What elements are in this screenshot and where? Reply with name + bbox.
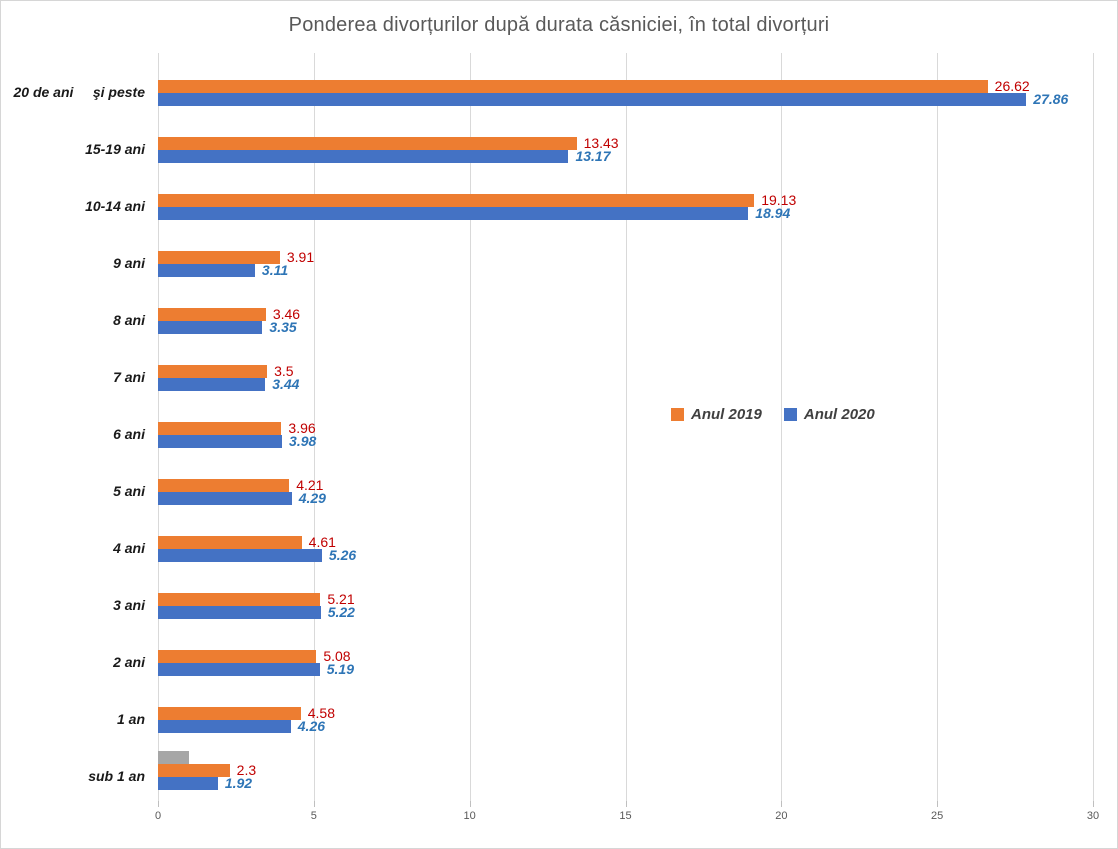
gridline-15 <box>625 53 627 801</box>
x-axis-tick-label-0: 0 <box>154 810 162 822</box>
category-label-5: 8 ani <box>113 311 145 328</box>
bar-anul-2020-row-1[interactable] <box>158 92 1027 106</box>
bar-anul-2020-row-7[interactable] <box>158 435 283 448</box>
bar-anul-2020-row-12[interactable] <box>158 720 291 734</box>
x-axis-tick-15 <box>625 801 627 807</box>
category-label-3: 10-14 ani <box>85 197 145 214</box>
data-label-anul-2019-row-13: 2.3 <box>236 762 257 779</box>
x-axis-tick-label-30: 30 <box>1086 810 1100 822</box>
data-label-anul-2019-row-2: 13.43 <box>583 134 619 151</box>
bar-anul-2020-row-5[interactable] <box>158 320 263 334</box>
bar-anul-2019-row-11[interactable] <box>158 650 317 664</box>
bar-anul-2020-row-6[interactable] <box>158 377 266 391</box>
data-label-anul-2020-row-3: 18.94 <box>755 204 791 221</box>
legend-label-2020: Anul 2020 <box>803 405 875 423</box>
legend-swatch-2020-icon <box>783 407 797 421</box>
data-label-anul-2020-row-10: 5.22 <box>327 604 355 621</box>
bar-anul-2020-row-8[interactable] <box>158 492 292 506</box>
bar-anul-2019-row-9[interactable] <box>158 536 302 550</box>
x-axis-tick-20 <box>781 801 783 807</box>
gridline-10 <box>469 53 471 801</box>
bar-anul-2020-row-10[interactable] <box>158 606 321 620</box>
bar-anul-2019-row-6[interactable] <box>158 364 268 378</box>
bar-anul-2020-row-13[interactable] <box>158 777 218 791</box>
category-label-2: 15-19 ani <box>85 140 145 157</box>
data-label-anul-2020-row-5: 3.35 <box>269 318 297 335</box>
data-label-anul-2020-row-13: 1.92 <box>224 775 253 792</box>
category-label-8: 5 ani <box>113 483 145 500</box>
legend-label-2019: Anul 2019 <box>691 405 762 423</box>
data-label-anul-2020-row-2: 13.17 <box>575 147 611 164</box>
bar-anul-2019-row-3[interactable] <box>158 193 755 207</box>
data-label-anul-2019-row-8: 4.21 <box>296 477 324 494</box>
bar-anul-2019-row-13[interactable] <box>158 764 230 778</box>
category-label-13: sub 1 an <box>88 768 145 785</box>
x-axis-tick-label-25: 25 <box>931 810 944 822</box>
category-label-9: 4 ani <box>113 540 145 557</box>
legend: Anul 2019 Anul 2020 <box>665 400 881 428</box>
category-label-4: 9 ani <box>113 254 145 271</box>
data-label-anul-2019-row-6: 3.5 <box>274 362 294 379</box>
data-label-anul-2020-row-4: 3.11 <box>261 261 289 278</box>
category-label-12: 1 an <box>116 711 145 728</box>
legend-item-anul-2020[interactable]: Anul 2020 <box>783 405 875 423</box>
category-label-6: 7 ani <box>113 368 145 385</box>
category-label-10: 3 ani <box>113 597 145 614</box>
data-label-anul-2019-row-12: 4.58 <box>307 705 335 722</box>
data-label-anul-2019-row-11: 5.08 <box>323 648 351 665</box>
x-axis-tick-30 <box>1093 801 1094 807</box>
data-label-anul-2020-row-9: 5.26 <box>328 547 357 564</box>
gridline-5 <box>313 53 315 801</box>
bar-anul-2019-row-7[interactable] <box>158 422 282 435</box>
bar-anul-2019-row-5[interactable] <box>158 307 266 321</box>
data-label-anul-2019-row-5: 3.46 <box>272 305 301 322</box>
legend-swatch-2019-icon <box>671 407 684 421</box>
data-label-anul-2019-row-3: 19.13 <box>761 191 797 208</box>
data-label-anul-2020-row-7: 3.98 <box>289 433 317 449</box>
category-label-11: 2 ani <box>113 654 145 671</box>
bar-anul-2019-row-8[interactable] <box>158 479 290 493</box>
data-label-anul-2020-row-11: 5.19 <box>326 661 354 678</box>
data-label-anul-2020-row-12: 4.26 <box>297 718 326 735</box>
bar-anul-2019-row-12[interactable] <box>158 707 301 721</box>
data-label-anul-2020-row-1: 27.86 <box>1033 90 1069 107</box>
x-axis-tick-10 <box>469 801 471 807</box>
gridline-30 <box>1093 53 1094 801</box>
x-axis-tick-label-15: 15 <box>619 810 632 822</box>
gridline-25 <box>937 53 939 801</box>
data-label-anul-2019-row-10: 5.21 <box>327 591 355 608</box>
legend-item-anul-2019[interactable]: Anul 2019 <box>671 406 762 423</box>
data-label-anul-2020-row-6: 3.44 <box>272 375 300 392</box>
gridline-20 <box>781 53 783 801</box>
data-label-anul-2019-row-4: 3.91 <box>286 248 315 265</box>
bar-anul-2020-row-4[interactable] <box>158 263 255 277</box>
category-label-7: 6 ani <box>113 426 145 442</box>
x-axis-tick-label-5: 5 <box>310 810 317 822</box>
bar-anul-2019-row-1[interactable] <box>158 79 988 93</box>
bar-anul-2020-row-11[interactable] <box>158 663 320 677</box>
bar-extra-gray[interactable] <box>158 751 190 765</box>
x-axis-tick-25 <box>937 801 939 807</box>
x-axis-tick-label-20: 20 <box>775 810 788 822</box>
data-label-anul-2019-row-9: 4.61 <box>308 534 336 551</box>
chart-title: Ponderea divorțurilor după durata căsnic… <box>288 14 830 36</box>
data-label-anul-2020-row-8: 4.29 <box>298 490 326 507</box>
x-axis-tick-label-10: 10 <box>463 810 476 822</box>
bar-anul-2019-row-10[interactable] <box>158 593 321 607</box>
bar-anul-2020-row-9[interactable] <box>158 549 322 563</box>
bar-anul-2020-row-2[interactable] <box>158 149 569 163</box>
bar-anul-2019-row-4[interactable] <box>158 250 280 264</box>
data-label-anul-2019-row-7: 3.96 <box>288 420 316 436</box>
x-axis-tick-5 <box>313 801 315 807</box>
data-label-anul-2019-row-1: 26.62 <box>994 77 1030 94</box>
category-label-1: 20 de ani şi peste <box>13 83 145 100</box>
bar-anul-2019-row-2[interactable] <box>158 136 577 150</box>
bar-anul-2020-row-3[interactable] <box>158 206 749 220</box>
x-axis-tick-0 <box>158 801 159 807</box>
